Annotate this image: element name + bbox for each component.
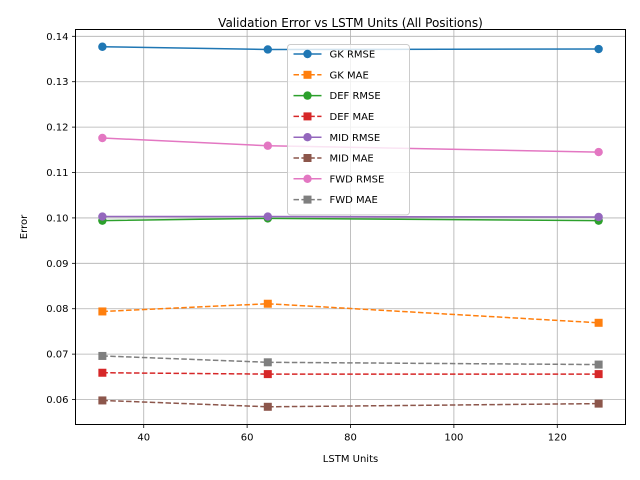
- data-point-fwd-mae: [263, 358, 272, 367]
- legend-box: [287, 44, 410, 216]
- x-tick-label: 80: [344, 433, 357, 444]
- data-point-fwd-rmse: [594, 147, 603, 157]
- legend-item-fwd-mae: FWD MAE: [293, 195, 378, 206]
- series-def-mae: [98, 368, 603, 379]
- legend-label: DEF MAE: [330, 112, 375, 123]
- data-point-gk-rmse: [594, 44, 603, 54]
- chart-title: Validation Error vs LSTM Units (All Posi…: [218, 16, 483, 30]
- legend-label: FWD RMSE: [330, 174, 385, 185]
- y-tick-label: 0.11: [46, 168, 68, 179]
- legend-swatch-marker: [303, 112, 312, 121]
- data-point-mid-mae: [98, 396, 107, 405]
- data-point-mid-rmse: [263, 212, 272, 221]
- data-point-fwd-mae: [594, 360, 603, 369]
- y-tick-label: 0.06: [46, 395, 68, 406]
- legend-label: MID MAE: [330, 154, 374, 165]
- data-point-gk-rmse: [98, 42, 107, 51]
- data-point-mid-rmse: [98, 212, 107, 221]
- y-axis-title: Error: [19, 214, 30, 239]
- y-tick-label: 0.07: [46, 350, 68, 361]
- data-point-fwd-rmse: [98, 133, 107, 143]
- legend-item-gk-mae: GK MAE: [293, 70, 369, 81]
- data-point-mid-mae: [263, 402, 272, 411]
- x-axis-ticks: 40 60 80 100 120: [137, 424, 567, 444]
- legend-swatch-marker: [303, 154, 312, 162]
- legend-swatch-marker: [303, 195, 312, 204]
- legend-label: FWD MAE: [330, 195, 378, 206]
- legend-label: GK MAE: [330, 70, 369, 81]
- legend-swatch-marker: [303, 49, 312, 59]
- data-point-gk-mae: [594, 318, 603, 327]
- y-tick-label: 0.10: [46, 213, 68, 224]
- y-axis-ticks: 0.06 0.07 0.08 0.09 0.10 0.11 0.12 0.13 0.14: [46, 32, 76, 406]
- series-fwd-mae: [98, 351, 603, 369]
- legend-swatch-marker: [303, 174, 312, 183]
- legend-label: DEF RMSE: [330, 91, 381, 102]
- series-gk-mae: [98, 299, 603, 327]
- series-mid-mae: [98, 396, 603, 411]
- series-mid-rmse: [98, 212, 603, 222]
- legend-item-def-rmse: DEF RMSE: [293, 91, 381, 102]
- legend-item-mid-mae: MID MAE: [293, 154, 374, 165]
- legend-label: GK RMSE: [330, 50, 376, 61]
- legend-swatch-marker: [303, 70, 312, 79]
- legend-label: MID RMSE: [330, 133, 381, 144]
- data-point-mid-rmse: [594, 212, 603, 222]
- legend-item-def-mae: DEF MAE: [293, 112, 375, 123]
- data-point-def-mae: [594, 370, 603, 379]
- y-tick-label: 0.12: [46, 123, 68, 134]
- x-tick-label: 40: [137, 433, 150, 444]
- series-fwd-rmse: [98, 133, 603, 157]
- data-point-fwd-rmse: [263, 141, 272, 150]
- data-point-fwd-mae: [98, 351, 107, 360]
- y-tick-label: 0.13: [46, 77, 68, 88]
- legend-swatch-marker: [303, 133, 312, 142]
- data-point-gk-mae: [263, 299, 272, 308]
- x-tick-label: 60: [241, 433, 254, 444]
- legend-swatch-marker: [303, 91, 312, 100]
- data-point-def-mae: [263, 370, 272, 379]
- data-point-mid-mae: [594, 399, 603, 408]
- legend-item-fwd-rmse: FWD RMSE: [293, 174, 385, 185]
- legend: GK RMSE GK MAE DEF RMSE DEF MAE MID RMSE MID …: [287, 44, 410, 216]
- y-tick-label: 0.14: [46, 32, 68, 43]
- legend-item-gk-rmse: GK RMSE: [293, 49, 376, 61]
- data-point-def-mae: [98, 368, 107, 377]
- legend-item-mid-rmse: MID RMSE: [293, 133, 381, 144]
- data-point-gk-mae: [98, 307, 107, 316]
- data-point-gk-rmse: [263, 45, 272, 54]
- x-tick-label: 100: [444, 433, 463, 444]
- x-axis-title: LSTM Units: [323, 454, 378, 465]
- y-tick-label: 0.08: [46, 304, 68, 315]
- x-tick-label: 120: [548, 433, 567, 444]
- y-tick-label: 0.09: [46, 259, 68, 270]
- series-gk-rmse: [98, 42, 603, 54]
- series-layer: [98, 42, 603, 411]
